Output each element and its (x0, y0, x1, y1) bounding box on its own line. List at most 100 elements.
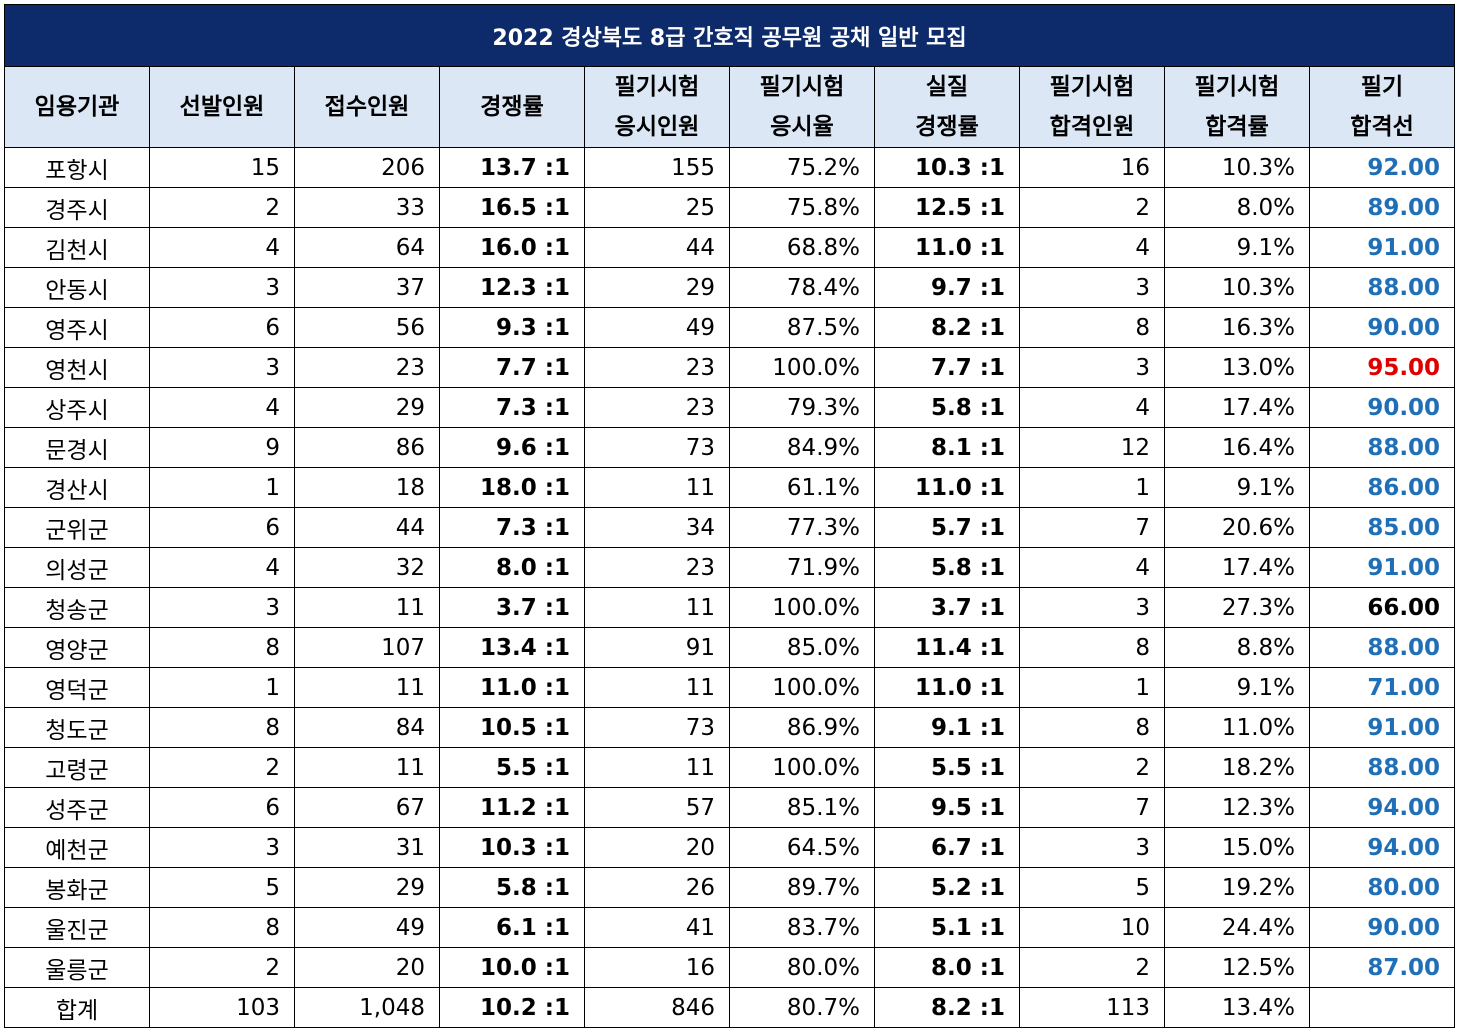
cell-cutoff: 91.00 (1308, 227, 1456, 268)
cell-pass-rate: 27.3% (1164, 587, 1310, 628)
table-row: 군위군 6 44 7.3 :1 34 77.3% 5.7 :1 7 20.6% 85.00 (4, 507, 1456, 548)
table-row: 영천시 3 23 7.7 :1 23 100.0% 7.7 :1 3 13.0% 95.00 (4, 347, 1456, 388)
cell-quota: 2 (149, 187, 295, 228)
cell-org: 군위군 (4, 507, 150, 548)
cell-test-rate: 87.5% (729, 307, 875, 348)
cell-cutoff: 94.00 (1308, 787, 1456, 828)
header-ratio: 경쟁률 (439, 66, 585, 148)
cell-test-rate: 71.9% (729, 547, 875, 588)
cell-org: 의성군 (4, 547, 150, 588)
cell-ratio: 10.5 :1 (439, 707, 585, 748)
header-line: 접수인원 (324, 94, 410, 120)
cell-applicants: 18 (294, 467, 440, 508)
cell-pass-rate: 10.3% (1164, 147, 1310, 188)
cell-test-takers: 34 (584, 507, 730, 548)
cell-cutoff: 87.00 (1308, 947, 1456, 988)
cell-test-rate: 61.1% (729, 467, 875, 508)
cell-applicants: 1,048 (294, 987, 440, 1028)
cell-real-ratio: 12.5 :1 (874, 187, 1020, 228)
cell-ratio: 12.3 :1 (439, 267, 585, 308)
cell-test-takers: 11 (584, 467, 730, 508)
cell-ratio: 11.0 :1 (439, 667, 585, 708)
cell-passed: 113 (1019, 987, 1165, 1028)
header-real-ratio: 실질 경쟁률 (874, 66, 1020, 148)
cell-ratio: 10.2 :1 (439, 987, 585, 1028)
header-line: 필기시험 (614, 74, 700, 100)
cell-pass-rate: 8.8% (1164, 627, 1310, 668)
table-row: 안동시 3 37 12.3 :1 29 78.4% 9.7 :1 3 10.3% 88.00 (4, 267, 1456, 308)
cell-test-rate: 100.0% (729, 347, 875, 388)
cell-ratio: 5.8 :1 (439, 867, 585, 908)
cell-pass-rate: 24.4% (1164, 907, 1310, 948)
table-row: 상주시 4 29 7.3 :1 23 79.3% 5.8 :1 4 17.4% 90.00 (4, 387, 1456, 428)
cell-test-takers: 23 (584, 387, 730, 428)
cell-passed: 4 (1019, 387, 1165, 428)
cell-applicants: 56 (294, 307, 440, 348)
cell-test-rate: 80.0% (729, 947, 875, 988)
header-line: 필기 (1360, 74, 1404, 100)
cell-passed: 3 (1019, 267, 1165, 308)
cell-test-rate: 85.0% (729, 627, 875, 668)
cell-org: 청도군 (4, 707, 150, 748)
cell-org: 영덕군 (4, 667, 150, 708)
header-line: 필기시험 (1049, 74, 1135, 100)
cell-quota: 4 (149, 547, 295, 588)
cell-test-takers: 41 (584, 907, 730, 948)
cell-test-takers: 29 (584, 267, 730, 308)
cell-passed: 1 (1019, 467, 1165, 508)
table-row: 포항시 15 206 13.7 :1 155 75.2% 10.3 :1 16 10.3% 92.… (4, 147, 1456, 188)
cell-cutoff: 85.00 (1308, 507, 1456, 548)
cell-quota: 3 (149, 827, 295, 868)
cell-applicants: 49 (294, 907, 440, 948)
table-row: 봉화군 5 29 5.8 :1 26 89.7% 5.2 :1 5 19.2% 80.00 (4, 867, 1456, 908)
cell-ratio: 16.5 :1 (439, 187, 585, 228)
header-quota: 선발인원 (149, 66, 295, 148)
cell-pass-rate: 17.4% (1164, 387, 1310, 428)
cell-org: 합계 (4, 987, 150, 1028)
cell-ratio: 7.3 :1 (439, 507, 585, 548)
cell-test-rate: 75.8% (729, 187, 875, 228)
header-pass-rate: 필기시험 합격률 (1164, 66, 1310, 148)
cell-applicants: 44 (294, 507, 440, 548)
cell-test-takers: 25 (584, 187, 730, 228)
cell-quota: 4 (149, 227, 295, 268)
cell-cutoff: 88.00 (1308, 747, 1456, 788)
cell-real-ratio: 11.0 :1 (874, 667, 1020, 708)
cell-pass-rate: 20.6% (1164, 507, 1310, 548)
cell-quota: 9 (149, 427, 295, 468)
cell-quota: 6 (149, 507, 295, 548)
cell-ratio: 3.7 :1 (439, 587, 585, 628)
cell-test-takers: 44 (584, 227, 730, 268)
cell-test-takers: 11 (584, 667, 730, 708)
cell-test-takers: 11 (584, 747, 730, 788)
cell-test-rate: 100.0% (729, 747, 875, 788)
cell-pass-rate: 10.3% (1164, 267, 1310, 308)
cell-passed: 3 (1019, 587, 1165, 628)
table-row: 김천시 4 64 16.0 :1 44 68.8% 11.0 :1 4 9.1% 91.00 (4, 227, 1456, 268)
cell-org: 포항시 (4, 147, 150, 188)
cell-passed: 8 (1019, 627, 1165, 668)
cell-test-takers: 73 (584, 427, 730, 468)
cell-cutoff: 90.00 (1308, 907, 1456, 948)
cell-test-takers: 57 (584, 787, 730, 828)
cell-passed: 10 (1019, 907, 1165, 948)
cell-passed: 7 (1019, 507, 1165, 548)
cell-test-rate: 83.7% (729, 907, 875, 948)
cell-passed: 12 (1019, 427, 1165, 468)
table-row: 영양군 8 107 13.4 :1 91 85.0% 11.4 :1 8 8.8% 88.00 (4, 627, 1456, 668)
cell-real-ratio: 11.0 :1 (874, 227, 1020, 268)
cell-real-ratio: 5.8 :1 (874, 387, 1020, 428)
header-applicants: 접수인원 (294, 66, 440, 148)
cell-ratio: 18.0 :1 (439, 467, 585, 508)
cell-pass-rate: 9.1% (1164, 227, 1310, 268)
cell-pass-rate: 12.3% (1164, 787, 1310, 828)
cell-org: 예천군 (4, 827, 150, 868)
cell-pass-rate: 8.0% (1164, 187, 1310, 228)
cell-ratio: 16.0 :1 (439, 227, 585, 268)
cell-real-ratio: 8.1 :1 (874, 427, 1020, 468)
cell-pass-rate: 13.0% (1164, 347, 1310, 388)
cell-test-rate: 100.0% (729, 667, 875, 708)
cell-org: 경산시 (4, 467, 150, 508)
cell-pass-rate: 19.2% (1164, 867, 1310, 908)
cell-test-rate: 85.1% (729, 787, 875, 828)
